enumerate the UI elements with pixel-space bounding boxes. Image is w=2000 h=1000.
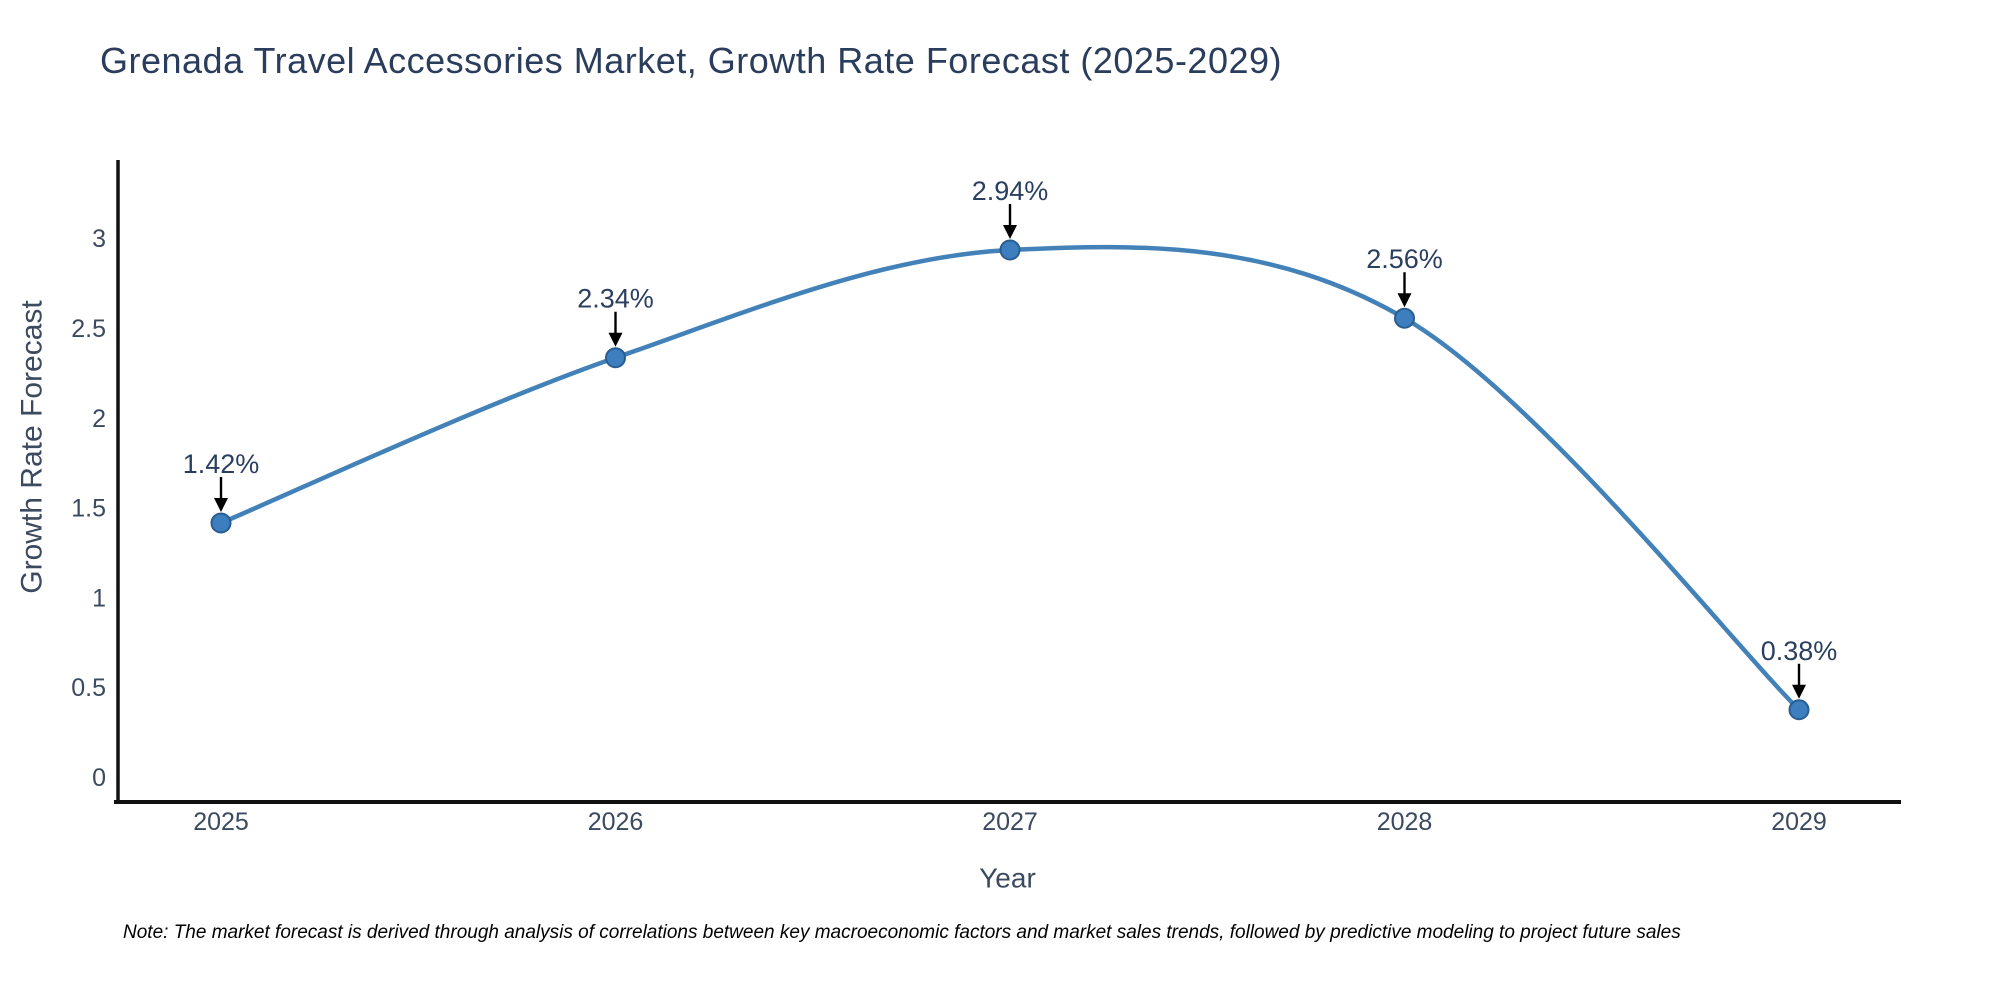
annotation-label: 2.94% xyxy=(972,176,1049,206)
y-tick-label: 0 xyxy=(92,764,106,792)
annotation-arrowhead xyxy=(608,332,623,347)
data-point-marker xyxy=(1788,699,1810,721)
x-tick-label: 2027 xyxy=(982,808,1038,836)
data-point-marker xyxy=(210,512,232,534)
x-tick-label: 2026 xyxy=(588,808,644,836)
annotation-label: 2.56% xyxy=(1366,244,1443,274)
y-tick-label: 2 xyxy=(92,405,106,433)
annotation-arrowhead xyxy=(1792,684,1806,699)
y-tick-label: 3 xyxy=(92,225,106,253)
chart-title: Grenada Travel Accessories Market, Growt… xyxy=(100,40,1283,81)
data-point-marker xyxy=(1394,307,1415,329)
footnote: Note: The market forecast is derived thr… xyxy=(123,922,1681,943)
y-tick-label: 1 xyxy=(92,584,106,612)
x-tick-label: 2029 xyxy=(1771,808,1827,836)
series-line xyxy=(218,244,1802,713)
data-point-marker xyxy=(605,347,626,369)
annotation-label: 0.38% xyxy=(1761,636,1838,666)
annotation-arrowhead xyxy=(1397,293,1412,308)
y-axis-title: Growth Rate Forecast xyxy=(16,300,49,594)
y-tick-label: 0.5 xyxy=(71,674,106,702)
x-axis-title: Year xyxy=(979,863,1036,894)
x-tick-label: 2025 xyxy=(193,808,249,836)
data-point-marker xyxy=(999,239,1021,261)
y-tick-label: 1.5 xyxy=(71,495,106,523)
annotation-label: 1.42% xyxy=(183,449,260,479)
annotation-arrowhead xyxy=(214,497,228,512)
annotation-label: 2.34% xyxy=(577,284,654,314)
y-tick-label: 2.5 xyxy=(71,315,106,343)
x-tick-label: 2028 xyxy=(1377,808,1433,836)
annotation-arrowhead xyxy=(1003,224,1017,239)
